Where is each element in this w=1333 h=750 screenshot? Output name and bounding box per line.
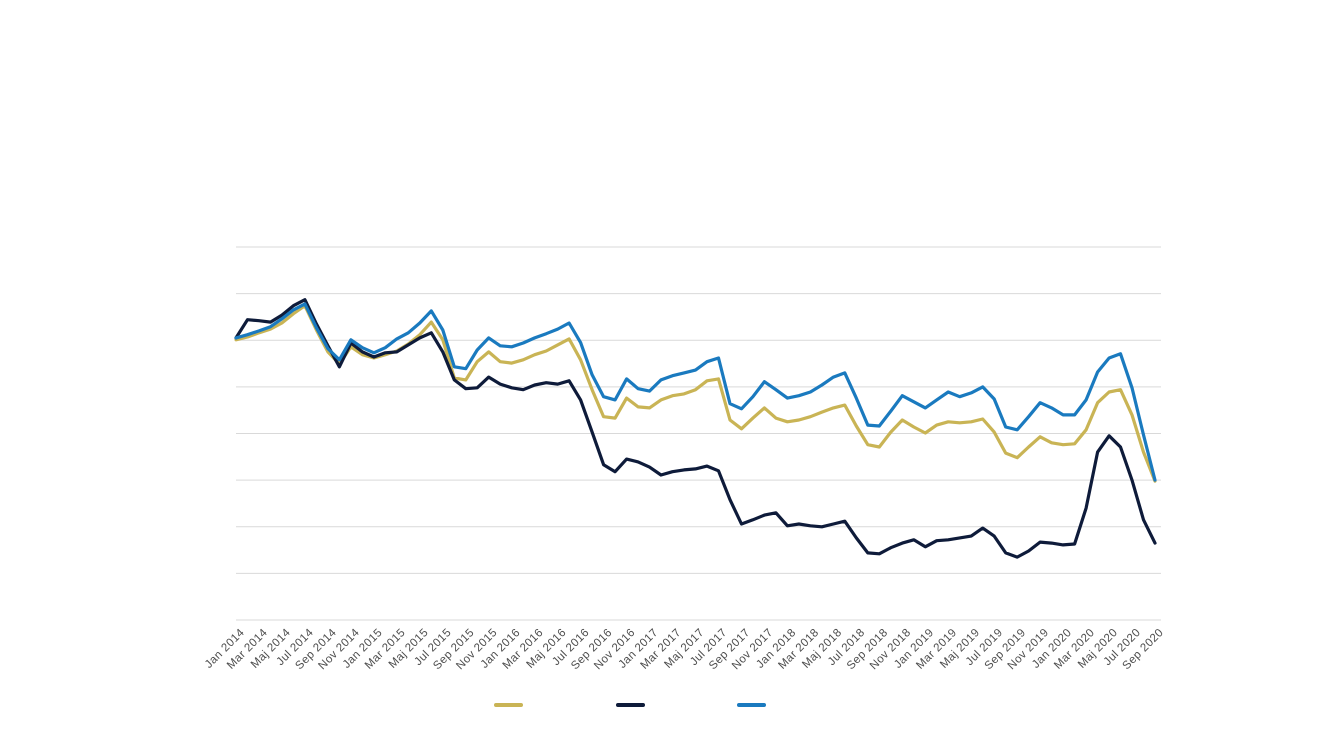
series-line-blue [234, 302, 1157, 482]
legend-swatch-blue [737, 703, 766, 707]
series-lines [234, 298, 1157, 559]
gridlines [236, 246, 1161, 621]
series-line-gold [234, 304, 1157, 483]
legend-swatch-gold [494, 703, 523, 707]
series-line-navy [234, 298, 1157, 559]
chart-legend [0, 701, 1333, 721]
legend-swatch-navy [616, 703, 645, 707]
